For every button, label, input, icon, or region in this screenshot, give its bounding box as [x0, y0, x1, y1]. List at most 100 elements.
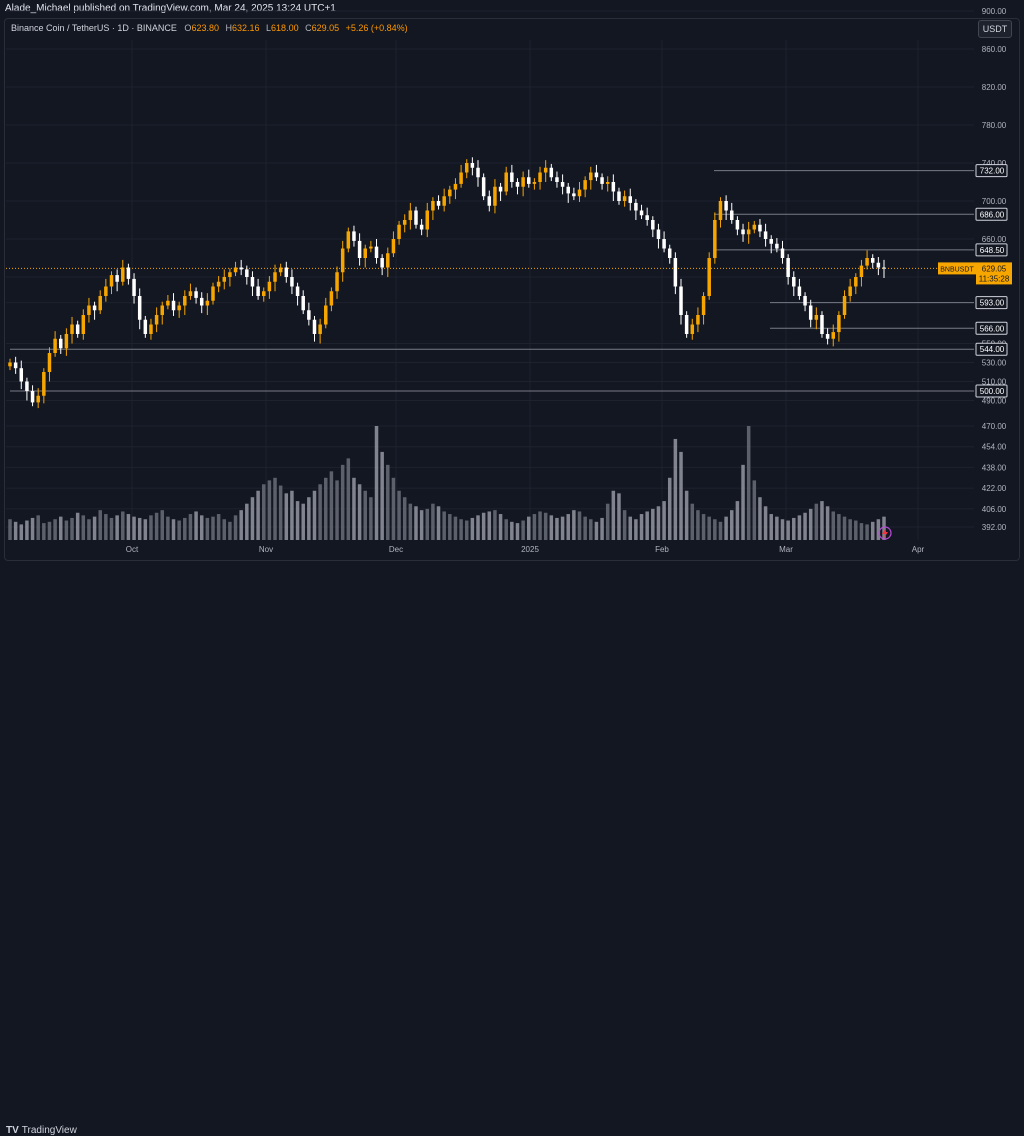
- candle-body: [459, 172, 463, 184]
- candle-body: [510, 172, 514, 182]
- level-tag-label: 566.00: [980, 324, 1005, 333]
- level-tag-label: 593.00: [980, 299, 1005, 308]
- volume-bar: [273, 477, 277, 540]
- volume-bar: [600, 517, 604, 540]
- volume-bar: [318, 484, 322, 540]
- candle-body: [369, 246, 373, 249]
- y-tick-label: 422.00: [982, 484, 1007, 493]
- candle-body: [273, 272, 277, 282]
- candle-body: [431, 201, 435, 211]
- close-value: 629.05: [311, 23, 340, 33]
- candle-body: [651, 220, 655, 230]
- x-tick-label: Mar: [779, 545, 793, 554]
- volume-bar: [797, 515, 802, 540]
- currency-button[interactable]: USDT: [978, 20, 1012, 38]
- candles: [8, 157, 886, 409]
- volume-bar: [374, 426, 379, 540]
- volume-bar: [808, 508, 813, 540]
- candle-body: [758, 224, 762, 232]
- candle-body: [797, 286, 802, 296]
- volume-bar: [718, 521, 723, 540]
- candle-body: [8, 362, 12, 367]
- volume-bar: [143, 519, 148, 540]
- candle-body: [402, 220, 407, 225]
- volume-bar: [256, 490, 260, 540]
- volume-bar: [775, 516, 779, 540]
- volume-bar: [628, 516, 633, 540]
- volume-bar: [329, 471, 334, 540]
- volume-bar: [549, 515, 554, 540]
- volume-bar: [137, 517, 142, 540]
- volume-bar: [515, 523, 520, 540]
- volume-bar: [667, 477, 672, 540]
- volume-bar: [622, 510, 627, 540]
- y-tick-label: 860.00: [982, 45, 1007, 54]
- candle-body: [701, 296, 706, 315]
- volume-bar: [510, 521, 514, 540]
- candle-body: [290, 277, 294, 287]
- symbol-legend: Binance Coin / TetherUS · 1D · BINANCE O…: [11, 23, 412, 33]
- candle-body: [667, 248, 672, 258]
- candle-body: [352, 231, 356, 241]
- candle-body: [684, 315, 689, 334]
- candle-body: [572, 193, 576, 197]
- candle-body: [126, 267, 131, 279]
- candle-body: [98, 296, 102, 311]
- volume-bar: [865, 524, 869, 540]
- candle-body: [645, 215, 649, 220]
- candle-body: [786, 258, 790, 277]
- candle-body: [324, 305, 328, 325]
- volume-bar: [594, 521, 599, 540]
- volume-bar: [199, 515, 204, 540]
- candle-body: [628, 196, 633, 203]
- candle-body: [137, 296, 142, 320]
- candle-body: [566, 186, 570, 194]
- volume-bar: [42, 523, 46, 540]
- volume-bar: [70, 517, 74, 540]
- volume-bar: [786, 520, 790, 540]
- volume-bar: [854, 520, 858, 540]
- volume-bar: [758, 497, 762, 540]
- level-tag: [975, 164, 1008, 178]
- volume-bar: [171, 519, 176, 540]
- volume-bar: [19, 524, 24, 540]
- volume-bar: [154, 512, 159, 540]
- price-chart[interactable]: 900.00 860.00 820.00 780.00 740.00 700.00 660.…: [0, 0, 1024, 561]
- volume-bar: [746, 426, 751, 540]
- volume-bar: [611, 490, 616, 540]
- volume-bar: [555, 517, 559, 540]
- candle-body: [769, 239, 773, 244]
- volume-bar: [792, 517, 796, 540]
- volume-bar: [75, 512, 80, 540]
- candle-body: [555, 177, 559, 182]
- high-value: 632.16: [231, 23, 260, 33]
- volume-bar: [882, 516, 886, 540]
- y-tick-label: 900.00: [982, 7, 1007, 16]
- candle-body: [521, 177, 525, 187]
- y-tick-label: 392.00: [982, 523, 1007, 532]
- candle-body: [780, 248, 785, 258]
- volume-bar: [842, 516, 847, 540]
- volume-bar: [803, 512, 807, 540]
- low-value: 618.00: [271, 23, 299, 33]
- tradingview-logo[interactable]: TV TradingView: [6, 1125, 77, 1136]
- candle-body: [876, 262, 881, 268]
- lightning-icon[interactable]: [878, 526, 892, 540]
- volume-bar: [645, 511, 649, 540]
- volume-bar: [87, 519, 91, 540]
- candle-body: [87, 305, 91, 315]
- volume-bar: [487, 511, 492, 540]
- volume-bar: [634, 519, 638, 540]
- tv-logo-icon: TV: [6, 1125, 19, 1136]
- candle-body: [143, 319, 148, 334]
- volume-bar: [239, 510, 243, 540]
- candle-body: [487, 196, 492, 206]
- candle-body: [188, 291, 193, 296]
- candle-body: [515, 182, 520, 187]
- volume-bar: [8, 519, 12, 540]
- candle-body: [256, 286, 260, 296]
- candle-body: [470, 163, 475, 168]
- candle-body: [481, 177, 486, 197]
- candle-body: [560, 182, 565, 187]
- volume-bar: [752, 480, 757, 540]
